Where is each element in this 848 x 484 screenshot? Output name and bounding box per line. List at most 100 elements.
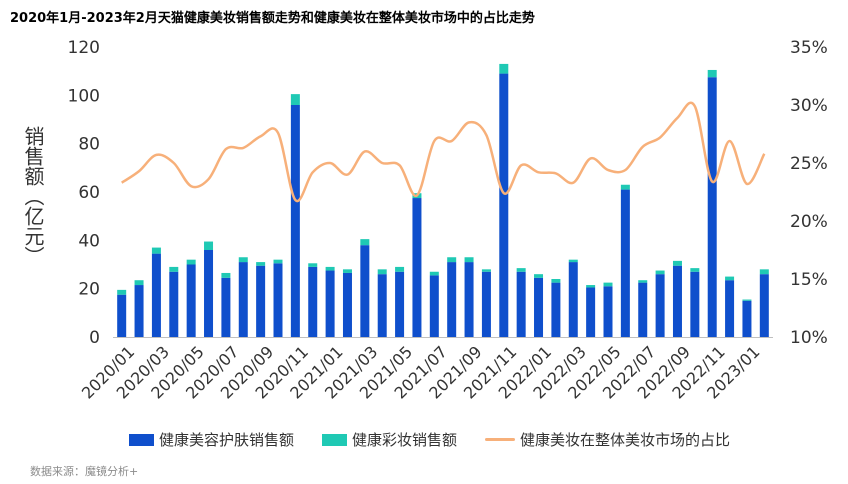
bar-skincare bbox=[429, 275, 439, 337]
bar-makeup bbox=[655, 270, 665, 275]
bar-makeup bbox=[256, 262, 266, 266]
bar-skincare bbox=[742, 300, 752, 337]
y2-tick-label: 25% bbox=[790, 154, 828, 174]
bar-skincare bbox=[395, 271, 405, 337]
bar-makeup bbox=[481, 269, 491, 272]
legend-label-share: 健康美妆在整体美妆市场的占比 bbox=[520, 431, 731, 449]
y-tick-label: 80 bbox=[78, 135, 100, 155]
bar-skincare bbox=[342, 272, 352, 337]
bar-skincare bbox=[447, 262, 457, 337]
bar-makeup bbox=[273, 259, 283, 264]
y-tick-label: 0 bbox=[89, 328, 100, 348]
bar-makeup bbox=[516, 268, 526, 272]
bar-makeup bbox=[169, 266, 179, 272]
bar-makeup bbox=[620, 184, 630, 190]
legend-swatch-makeup bbox=[322, 433, 348, 446]
bar-makeup bbox=[117, 289, 127, 295]
bar-makeup bbox=[638, 280, 648, 283]
bar-makeup bbox=[238, 257, 248, 263]
legend-swatch-share bbox=[485, 438, 516, 441]
y-tick-label: 100 bbox=[68, 86, 100, 106]
legend-label-skincare: 健康美容护肤销售额 bbox=[159, 431, 295, 449]
bar-skincare bbox=[204, 250, 214, 337]
bar-skincare bbox=[690, 271, 700, 337]
bar-makeup bbox=[151, 247, 161, 254]
chart-title: 2020年1月-2023年2月天猫健康美妆销售额走势和健康美妆在整体美妆市场中的… bbox=[10, 11, 535, 26]
bar-makeup bbox=[290, 94, 300, 105]
bar-skincare bbox=[290, 105, 300, 337]
legend-swatch-skincare bbox=[129, 433, 154, 446]
legend-item-share: 健康美妆在整体美妆市场的占比 bbox=[485, 429, 730, 450]
y-tick-label: 20 bbox=[78, 280, 100, 300]
bar-skincare bbox=[586, 287, 596, 337]
bar-skincare bbox=[516, 271, 526, 337]
bar-skincare bbox=[360, 245, 370, 337]
bar-skincare bbox=[151, 253, 161, 337]
y2-tick-label: 30% bbox=[790, 96, 828, 116]
bar-skincare bbox=[603, 286, 613, 337]
bar-skincare bbox=[256, 265, 266, 337]
line-share bbox=[121, 101, 766, 203]
bar-makeup bbox=[603, 282, 613, 287]
bar-skincare bbox=[221, 277, 231, 337]
legend-item-skincare: 健康美容护肤销售额 bbox=[129, 429, 294, 450]
bar-skincare bbox=[638, 282, 648, 337]
bar-makeup bbox=[360, 239, 370, 246]
bar-makeup bbox=[204, 241, 214, 250]
bar-makeup bbox=[534, 274, 544, 278]
y2-tick-label: 10% bbox=[790, 328, 828, 348]
bar-skincare bbox=[672, 265, 682, 337]
y-tick-label: 120 bbox=[68, 38, 100, 58]
bar-skincare bbox=[117, 294, 127, 337]
bar-skincare bbox=[481, 271, 491, 337]
bar-makeup bbox=[221, 272, 231, 278]
bar-skincare bbox=[186, 264, 196, 337]
legend-label-makeup: 健康彩妆销售额 bbox=[352, 431, 458, 449]
bar-makeup bbox=[499, 63, 509, 74]
y-axis-label: 销售额（亿元） bbox=[21, 126, 45, 266]
bar-skincare bbox=[325, 270, 335, 337]
bar-skincare bbox=[238, 262, 248, 337]
y-tick-label: 60 bbox=[78, 183, 100, 203]
legend-item-makeup: 健康彩妆销售额 bbox=[322, 429, 457, 450]
y2-tick-label: 20% bbox=[790, 212, 828, 232]
bar-makeup bbox=[725, 276, 735, 281]
bar-makeup bbox=[325, 266, 335, 271]
bar-makeup bbox=[586, 285, 596, 288]
bar-skincare bbox=[273, 263, 283, 337]
bar-makeup bbox=[429, 271, 439, 276]
bar-makeup bbox=[464, 257, 474, 263]
source-note: 数据来源：魔镜分析+ bbox=[30, 465, 139, 478]
y2-tick-label: 35% bbox=[790, 38, 828, 58]
bar-makeup bbox=[134, 280, 144, 286]
bar-skincare bbox=[725, 280, 735, 337]
bar-makeup bbox=[672, 260, 682, 266]
bar-makeup bbox=[342, 269, 352, 273]
bar-makeup bbox=[690, 268, 700, 272]
bar-skincare bbox=[707, 77, 717, 337]
bar-makeup bbox=[395, 266, 405, 272]
legend: 健康美容护肤销售额 健康彩妆销售额 健康美妆在整体美妆市场的占比 bbox=[129, 429, 758, 450]
bar-skincare bbox=[134, 285, 144, 337]
bar-makeup bbox=[759, 269, 769, 275]
bar-makeup bbox=[568, 259, 578, 263]
bar-skincare bbox=[620, 189, 630, 337]
bar-skincare bbox=[169, 271, 179, 337]
bar-makeup bbox=[707, 69, 717, 78]
y-tick-label: 40 bbox=[78, 231, 100, 251]
bar-skincare bbox=[412, 198, 422, 337]
bar-makeup bbox=[447, 257, 457, 263]
bar-skincare bbox=[551, 282, 561, 337]
bar-makeup bbox=[308, 263, 318, 267]
bar-makeup bbox=[742, 299, 752, 301]
bar-skincare bbox=[464, 262, 474, 337]
bar-makeup bbox=[186, 259, 196, 265]
bar-makeup bbox=[551, 279, 561, 283]
bar-makeup bbox=[377, 269, 387, 275]
bar-skincare bbox=[759, 274, 769, 337]
bar-skincare bbox=[655, 274, 665, 337]
bar-skincare bbox=[568, 262, 578, 337]
bar-skincare bbox=[499, 73, 509, 337]
bar-skincare bbox=[377, 274, 387, 337]
